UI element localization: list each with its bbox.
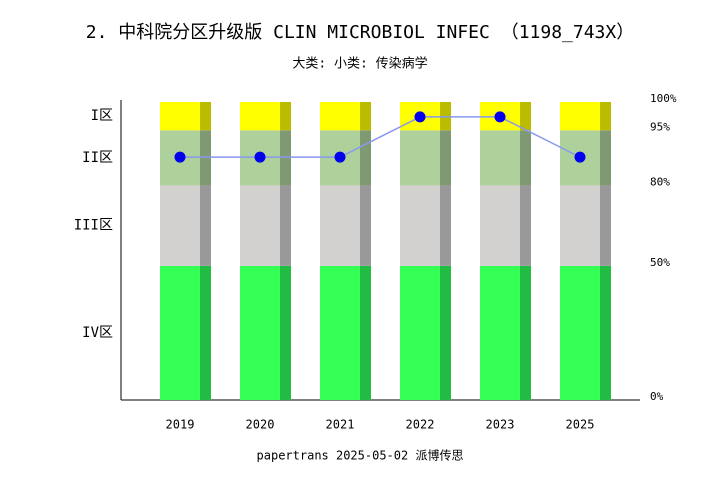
- bar-segment-side: [360, 185, 371, 266]
- line: [180, 116, 581, 158]
- line-marker: [414, 111, 426, 123]
- line-marker: [494, 111, 506, 123]
- bar-segment-side: [200, 265, 211, 400]
- y2-tick-label: 95%: [650, 120, 670, 133]
- bar-segment: [160, 265, 200, 400]
- bar-segment-side: [600, 102, 611, 131]
- x-tick-label: 2023: [486, 418, 515, 432]
- bar-segment-side: [280, 102, 291, 131]
- bar-segment: [400, 265, 440, 400]
- bar-segment-side: [360, 130, 371, 186]
- zone-label: II区: [82, 150, 113, 166]
- chart-subtitle: 大类: 小类: 传染病学: [292, 56, 427, 72]
- bar-segment: [400, 130, 440, 186]
- x-tick-label: 2021: [326, 418, 355, 432]
- bar-segment: [240, 102, 280, 131]
- bar-segment: [560, 102, 600, 131]
- bar-segment-side: [520, 130, 531, 186]
- x-tick-label: 2019: [166, 418, 195, 432]
- bar-segment: [480, 185, 520, 266]
- y2-tick-label: 0%: [650, 390, 664, 403]
- bar-segment-side: [440, 265, 451, 400]
- zone-label: I区: [91, 108, 113, 124]
- y2-tick-label: 50%: [650, 256, 670, 269]
- bar-segment-side: [280, 185, 291, 266]
- line-marker: [334, 151, 346, 163]
- bar-segment: [560, 265, 600, 400]
- bar-segment: [480, 265, 520, 400]
- bar-segment-side: [440, 185, 451, 266]
- x-tick-label: 2022: [406, 418, 435, 432]
- bar-segment: [320, 102, 360, 131]
- bar-segment-side: [360, 265, 371, 400]
- bar-segment: [560, 185, 600, 266]
- bar-segment-side: [200, 185, 211, 266]
- footer: papertrans 2025-05-02 派博传思: [257, 448, 464, 463]
- bar-segment: [320, 265, 360, 400]
- bar-segment: [240, 185, 280, 266]
- bar-segment-side: [440, 130, 451, 186]
- zone-label: III区: [74, 218, 113, 234]
- bar-segment-side: [280, 265, 291, 400]
- bar-segment-side: [600, 185, 611, 266]
- chart-title: 2. 中科院分区升级版 CLIN MICROBIOL INFEC （1198_7…: [86, 22, 634, 43]
- bar-segment-side: [200, 102, 211, 131]
- bar-segment: [160, 185, 200, 266]
- bar-segment-side: [520, 185, 531, 266]
- bar-segment-side: [600, 130, 611, 186]
- line-marker: [574, 151, 586, 163]
- bar-segment: [320, 185, 360, 266]
- x-tick-label: 2025: [566, 418, 595, 432]
- bar-segment-side: [600, 265, 611, 400]
- bar-segment: [400, 185, 440, 266]
- x-tick-label: 2020: [246, 418, 275, 432]
- bar-segment-side: [520, 102, 531, 131]
- bar-segment: [240, 265, 280, 400]
- bar-segment: [160, 102, 200, 131]
- bar-segment: [480, 130, 520, 186]
- bar-segment-side: [520, 265, 531, 400]
- y2-tick-label: 80%: [650, 175, 670, 188]
- y2-tick-label: 100%: [650, 92, 677, 105]
- line-marker: [174, 151, 186, 163]
- line-marker: [254, 151, 266, 163]
- bar-segment-side: [360, 102, 371, 131]
- zone-label: IV区: [82, 325, 113, 341]
